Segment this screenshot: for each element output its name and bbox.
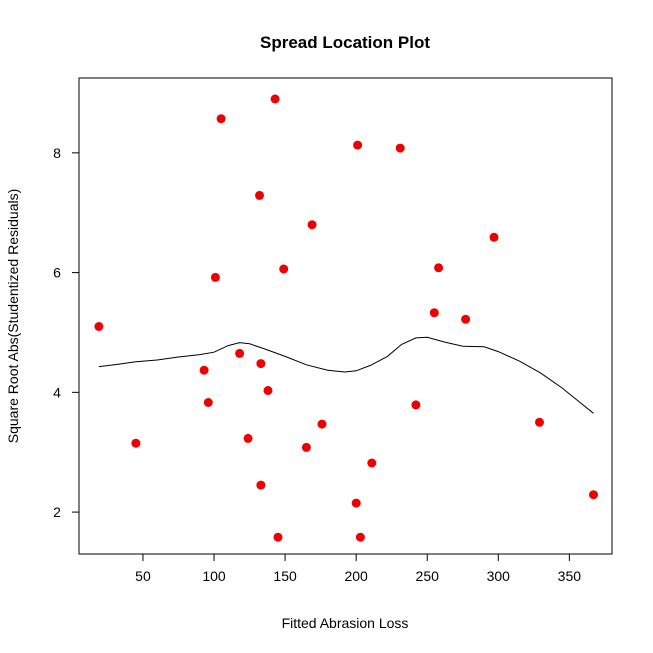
- data-point: [351, 498, 361, 508]
- data-point: [367, 458, 377, 468]
- data-point: [203, 398, 213, 407]
- data-point: [317, 419, 327, 429]
- data-point: [131, 438, 141, 448]
- x-axis: 50 100 150 200 250 300 350: [135, 554, 581, 584]
- data-point: [279, 264, 289, 274]
- data-point: [589, 490, 598, 500]
- data-point: [411, 400, 421, 410]
- data-point: [434, 263, 444, 273]
- x-tick-label: 50: [135, 568, 151, 584]
- data-point: [429, 308, 439, 318]
- data-point: [256, 359, 266, 369]
- chart-title: Spread Location Plot: [260, 33, 430, 52]
- y-tick-label: 2: [53, 504, 61, 520]
- data-point: [535, 417, 544, 427]
- y-axis: 2 4 6 8: [53, 145, 79, 520]
- x-axis-label: Fitted Abrasion Loss: [282, 615, 409, 631]
- x-tick-label: 250: [416, 568, 440, 584]
- data-point: [489, 232, 499, 242]
- data-point: [255, 190, 264, 200]
- data-point: [210, 272, 220, 282]
- y-tick-label: 6: [53, 265, 61, 281]
- data-point: [94, 322, 104, 331]
- data-point: [395, 143, 405, 153]
- data-point: [355, 532, 365, 542]
- data-point: [216, 114, 226, 124]
- data-point: [235, 348, 245, 358]
- data-point: [270, 94, 280, 104]
- x-tick-label: 350: [558, 568, 582, 584]
- y-tick-label: 4: [53, 384, 61, 400]
- data-point: [256, 480, 266, 490]
- data-point: [263, 386, 273, 395]
- data-points: [94, 94, 598, 542]
- data-point: [199, 365, 209, 375]
- data-point: [273, 532, 283, 542]
- x-tick-label: 150: [273, 568, 297, 584]
- x-tick-label: 300: [487, 568, 511, 584]
- x-tick-label: 200: [344, 568, 368, 584]
- smoothed-trend-line: [98, 336, 594, 414]
- y-tick-label: 8: [53, 145, 61, 161]
- y-axis-label: Square Root Abs(Studentized Residuals): [5, 189, 21, 443]
- data-point: [353, 140, 363, 150]
- plot-area-frame: [78, 77, 613, 555]
- data-point: [301, 442, 311, 452]
- x-tick-label: 100: [202, 568, 226, 584]
- data-point: [307, 220, 317, 230]
- data-point: [461, 314, 471, 324]
- data-point: [243, 433, 253, 443]
